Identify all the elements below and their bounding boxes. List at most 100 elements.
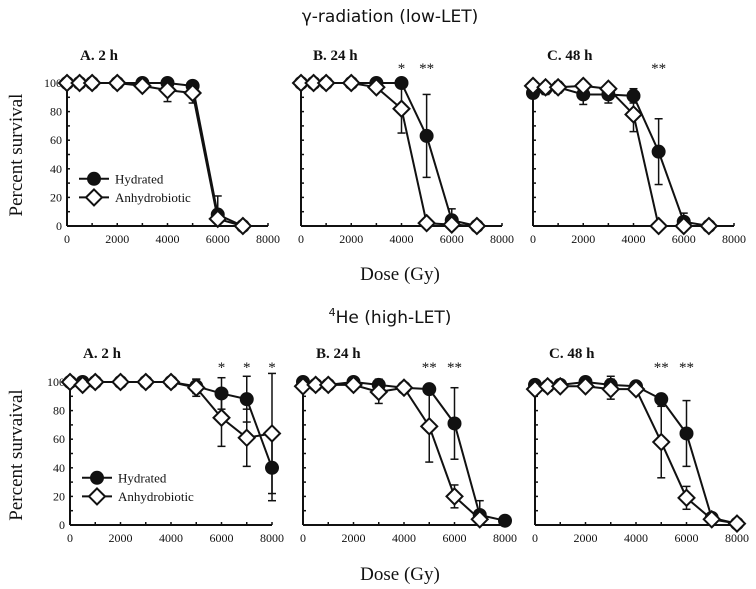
panel-gamma-1: B. 24 h0 2000 4000 6000 8000* **	[291, 48, 514, 246]
x-tick-label: 8000	[725, 531, 749, 545]
data-point-hydrated	[419, 128, 434, 143]
significance-marker: *	[398, 61, 406, 77]
significance-marker: **	[447, 360, 462, 376]
data-point-anhydrobiotic	[183, 83, 203, 103]
markers-hydrated	[528, 375, 744, 531]
section-title-helium: 4He (high-LET)	[329, 306, 452, 328]
x-tick-label: 2000	[342, 531, 366, 545]
x-tick-label: 2000	[105, 232, 129, 246]
series-anhydrobiotic	[301, 82, 481, 227]
y-axis-label-top: Percent survival	[6, 94, 27, 217]
data-point-hydrated	[651, 144, 666, 159]
data-point-hydrated	[394, 76, 409, 90]
data-point-hydrated	[422, 382, 437, 397]
data-point-anhydrobiotic	[212, 408, 231, 428]
data-point-anhydrobiotic	[208, 209, 228, 229]
legend-label: Hydrated	[115, 171, 164, 186]
x-tick-label: 0	[532, 531, 538, 545]
data-point-anhydrobiotic	[161, 372, 181, 392]
section-title-gamma: γ-radiation (low-LET)	[302, 7, 479, 27]
y-tick-label: 100	[44, 76, 62, 90]
data-point-anhydrobiotic	[573, 76, 593, 96]
series-line	[534, 380, 738, 525]
data-point-anhydrobiotic	[699, 216, 719, 236]
data-point-hydrated	[447, 416, 462, 431]
data-point-anhydrobiotic	[624, 105, 643, 124]
x-tick-label: 4000	[156, 232, 180, 246]
x-tick-label: 0	[530, 232, 536, 246]
data-point-anhydrobiotic	[82, 73, 102, 93]
y-tick-label: 20	[50, 190, 62, 204]
data-point-anhydrobiotic	[445, 486, 464, 506]
data-point-anhydrobiotic	[344, 375, 363, 395]
panel-title: C. 48 h	[549, 346, 595, 362]
significance-marker: **	[422, 360, 437, 376]
data-point-anhydrobiotic	[70, 73, 89, 93]
legend-marker-anhydrobiotic	[87, 486, 107, 506]
significance-marker: **	[654, 360, 669, 376]
y-tick-label: 80	[50, 105, 62, 119]
x-tick-label: 4000	[624, 531, 648, 545]
data-point-hydrated	[265, 460, 279, 475]
data-point-hydrated	[626, 88, 641, 103]
data-point-anhydrobiotic	[316, 73, 336, 93]
significance-marker: *	[243, 360, 251, 376]
data-point-anhydrobiotic	[677, 488, 696, 508]
y-tick-label: 40	[50, 162, 62, 176]
x-tick-label: 8000	[490, 232, 514, 246]
y-axis-label-bottom: Percent survaival	[6, 389, 27, 520]
panel-title: B. 24 h	[313, 48, 358, 64]
data-point-anhydrobiotic	[111, 372, 130, 392]
series-hydrated	[301, 80, 481, 227]
x-axis-label-top: Dose (Gy)	[360, 264, 440, 285]
series-anhydrobiotic	[534, 378, 741, 526]
series-hydrated	[302, 378, 509, 526]
panel-gamma-2: C. 48 h 0 2000 4000 6000 8000 **	[523, 48, 746, 246]
data-point-anhydrobiotic	[233, 216, 253, 236]
data-point-anhydrobiotic	[366, 77, 386, 97]
legend-marker-anhydrobiotic	[84, 187, 104, 207]
data-point-anhydrobiotic	[57, 73, 77, 93]
series-line	[301, 82, 478, 227]
x-tick-label: 0	[298, 232, 304, 246]
legend: Hydrated Anhydrobiotic	[82, 470, 194, 506]
x-tick-label: 8000	[493, 531, 517, 545]
data-point-anhydrobiotic	[727, 514, 747, 533]
data-point-anhydrobiotic	[158, 80, 177, 100]
x-tick-label: 6000	[440, 232, 464, 246]
data-point-anhydrobiotic	[419, 416, 439, 436]
data-point-anhydrobiotic	[369, 382, 389, 402]
panel-title: C. 48 h	[547, 48, 593, 64]
significance-marker: **	[419, 61, 434, 77]
data-point-anhydrobiotic	[523, 76, 543, 96]
data-point-anhydrobiotic	[601, 379, 621, 399]
data-point-anhydrobiotic	[702, 509, 722, 529]
data-point-anhydrobiotic	[417, 213, 437, 233]
data-point-anhydrobiotic	[132, 76, 152, 96]
series-anhydrobiotic	[532, 82, 713, 227]
x-tick-label: 4000	[622, 232, 646, 246]
data-point-anhydrobiotic	[470, 509, 490, 529]
legend-marker-hydrated	[87, 171, 101, 186]
data-point-anhydrobiotic	[674, 216, 694, 236]
data-point-anhydrobiotic	[341, 73, 361, 93]
data-point-anhydrobiotic	[262, 424, 282, 443]
data-point-anhydrobiotic	[107, 73, 127, 93]
panel-helium-0: A. 2 h 0 20 40 60 80 100 0 2000 4000 6000 8000 * * * Hy…	[47, 346, 284, 545]
data-point-anhydrobiotic	[136, 372, 156, 392]
data-point-hydrated	[679, 426, 694, 441]
series-hydrated	[534, 375, 741, 526]
data-point-hydrated	[239, 392, 254, 407]
series-hydrated	[529, 80, 713, 227]
series-line	[301, 82, 477, 227]
legend: Hydrated Anhydrobiotic	[79, 171, 191, 207]
data-point-anhydrobiotic	[598, 79, 618, 99]
x-tick-label: 6000	[210, 531, 234, 545]
x-tick-label: 2000	[109, 531, 133, 545]
section-title-helium-superscript: 4	[329, 306, 336, 319]
x-axis-label-bottom: Dose (Gy)	[360, 564, 440, 585]
series-line	[532, 86, 710, 227]
x-tick-label: 4000	[392, 531, 416, 545]
data-point-anhydrobiotic	[394, 378, 414, 398]
